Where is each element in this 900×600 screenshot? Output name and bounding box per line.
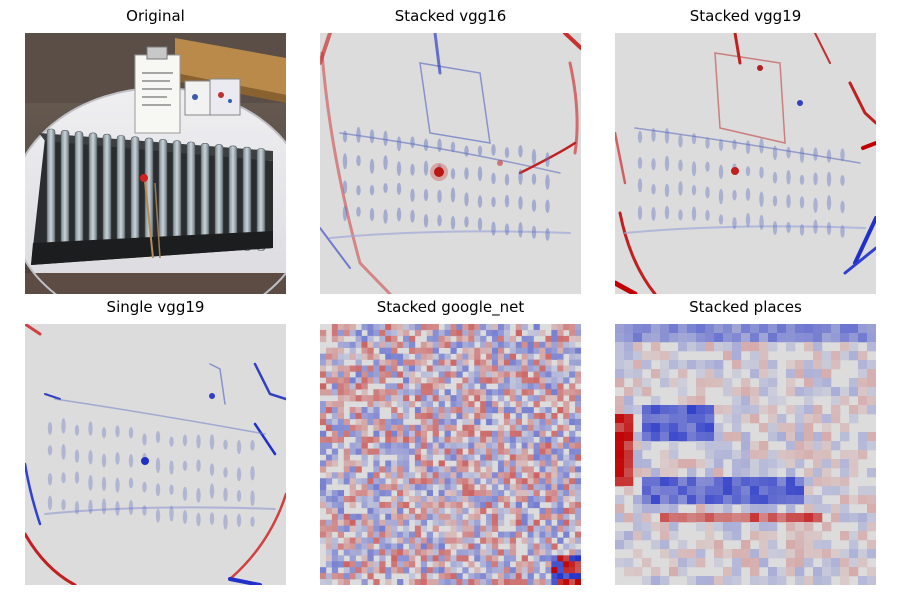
saliency-map-stacked-google-net: [320, 324, 581, 585]
panel-title: Stacked vgg19: [689, 7, 802, 25]
saliency-map-stacked-vgg16: [320, 33, 581, 294]
panel-title: Stacked places: [689, 298, 802, 316]
saliency-map-single-vgg19: [25, 324, 286, 585]
panel-title: Stacked vgg16: [394, 7, 507, 25]
saliency-map-stacked-vgg19: [615, 33, 876, 294]
saliency-map-stacked-places: [615, 324, 876, 585]
panel-title: Single vgg19: [106, 298, 205, 316]
panel-title: Original: [126, 7, 185, 25]
panel-title: Stacked google_net: [376, 298, 525, 316]
original-photo: [25, 33, 286, 294]
